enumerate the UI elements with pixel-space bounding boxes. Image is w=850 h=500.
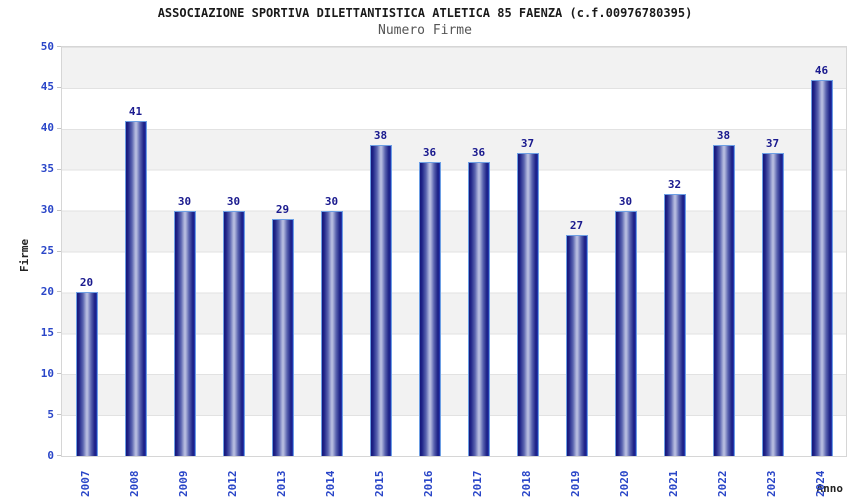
bar-value-label: 30 (618, 194, 633, 208)
bar-value-label: 36 (422, 145, 437, 159)
bar-value-label: 32 (667, 178, 682, 192)
bar-2008 (124, 120, 147, 456)
bar-value-label: 38 (716, 129, 731, 143)
y-tick-label: 20 (40, 284, 54, 298)
x-tick-label: 2024 (813, 470, 827, 498)
bar-2023 (761, 153, 784, 456)
bar-2012 (222, 210, 245, 456)
y-tick-mark (57, 332, 61, 334)
chart-title: ASSOCIAZIONE SPORTIVA DILETTANTISTICA AT… (157, 6, 693, 20)
x-tick-label: 2019 (568, 470, 582, 498)
bar-value-label: 38 (373, 129, 388, 143)
x-tick-label: 2013 (274, 470, 288, 498)
y-tick-label: 40 (40, 121, 54, 135)
bar-value-label: 46 (814, 63, 829, 77)
bar-2024 (810, 79, 833, 456)
y-tick-label: 10 (40, 366, 54, 380)
y-tick-mark (57, 250, 61, 252)
bar-value-label: 37 (765, 137, 780, 151)
y-tick-label: 45 (40, 80, 54, 94)
y-tick-label: 30 (40, 203, 54, 217)
x-tick-label: 2016 (421, 470, 435, 498)
bar-2018 (516, 153, 539, 456)
x-tick-label: 2015 (372, 470, 386, 498)
y-tick-mark (57, 127, 61, 129)
y-tick-label: 0 (47, 448, 54, 462)
bar-value-label: 36 (471, 145, 486, 159)
bar-2013 (271, 218, 294, 456)
bar-value-label: 29 (275, 202, 290, 216)
y-tick-mark (57, 373, 61, 375)
bar-2016 (418, 161, 441, 456)
bar-value-label: 30 (177, 194, 192, 208)
bar-2015 (369, 145, 392, 456)
bar-2017 (467, 161, 490, 456)
y-tick-mark (57, 86, 61, 88)
x-tick-label: 2020 (617, 470, 631, 498)
y-tick-label: 25 (40, 244, 54, 257)
y-tick-label: 35 (40, 162, 54, 176)
bar-2007 (75, 292, 98, 456)
y-tick-mark (57, 414, 61, 416)
bar-2021 (663, 194, 686, 456)
bar-value-label: 20 (79, 276, 94, 290)
x-tick-label: 2012 (225, 470, 239, 498)
bar-value-label: 30 (226, 194, 241, 208)
bar-2014 (320, 210, 343, 456)
x-tick-label: 2014 (323, 470, 337, 498)
bar-value-label: 37 (520, 137, 535, 151)
y-tick-mark (57, 46, 61, 47)
bar-value-label: 27 (569, 219, 584, 233)
x-axis-title: Anno (816, 482, 844, 495)
bar-value-label: 30 (324, 194, 339, 208)
bar-2020 (614, 210, 637, 456)
bar-value-label: 41 (128, 104, 143, 118)
y-tick-label: 15 (40, 325, 54, 339)
y-tick-mark (57, 209, 61, 211)
x-tick-label: 2023 (764, 470, 778, 498)
x-tick-label: 2021 (666, 470, 680, 498)
bar-2009 (173, 210, 196, 456)
bar-2019 (565, 235, 588, 456)
x-tick-label: 2018 (519, 470, 533, 498)
x-tick-label: 2008 (127, 470, 141, 498)
plot-area: 20 41 30 30 29 30 38 36 36 37 27 30 32 38 37 46 (61, 46, 847, 457)
y-tick-mark (57, 291, 61, 293)
x-tick-label: 2022 (715, 470, 729, 498)
y-tick-mark (57, 455, 61, 456)
x-tick-label: 2017 (470, 470, 484, 498)
x-tick-label: 2009 (176, 470, 190, 498)
y-tick-mark (57, 168, 61, 170)
bar-2022 (712, 145, 735, 456)
chart-subtitle: Numero Firme (378, 23, 472, 38)
x-tick-label: 2007 (78, 470, 92, 498)
y-tick-label: 5 (47, 407, 54, 421)
y-tick-label: 50 (40, 39, 54, 53)
